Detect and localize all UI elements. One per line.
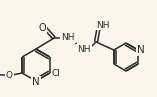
Text: N: N: [32, 77, 40, 87]
Text: Cl: Cl: [51, 69, 60, 78]
Text: NH: NH: [61, 33, 75, 42]
Text: NH: NH: [77, 45, 91, 54]
Text: NH: NH: [96, 20, 110, 29]
Text: N: N: [137, 45, 145, 55]
Text: O: O: [6, 71, 13, 80]
Text: O: O: [38, 23, 46, 33]
